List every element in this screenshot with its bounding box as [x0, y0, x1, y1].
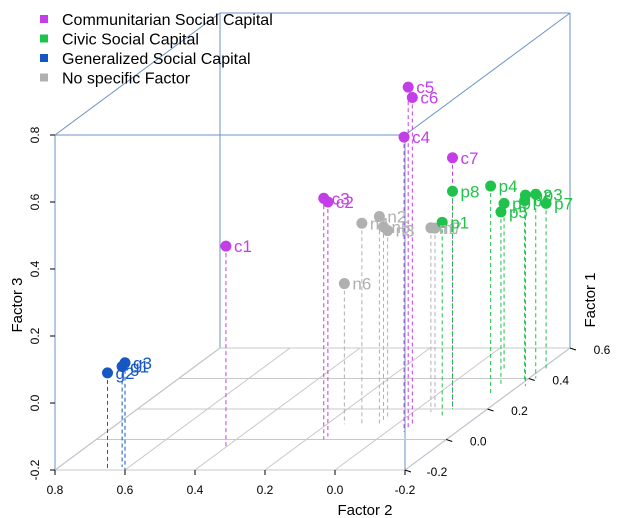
legend-swatch	[40, 73, 48, 82]
y-axis-title: Factor 1	[582, 272, 599, 327]
x-axis-title: Factor 2	[337, 502, 392, 518]
data-point	[220, 240, 232, 252]
point-label: n4	[370, 214, 389, 233]
data-point	[485, 180, 497, 192]
point-label: p7	[554, 194, 573, 213]
data-point	[356, 217, 368, 229]
box-edge	[404, 12, 571, 136]
y-tick-mark	[528, 378, 535, 381]
data-point	[406, 91, 418, 103]
y-tick-label: -0.2	[427, 465, 448, 479]
point-label: p2	[533, 186, 552, 205]
x-tick-label: 0.4	[187, 483, 204, 497]
y-tick-mark	[569, 347, 577, 351]
data-point	[338, 278, 350, 290]
data-point	[425, 222, 437, 234]
point-label: c4	[412, 128, 430, 147]
point-label: n2	[387, 208, 406, 227]
legend-label: Communitarian Social Capital	[62, 12, 273, 29]
y-tick-label: 0.2	[511, 404, 528, 418]
legend-label: Generalized Social Capital	[62, 51, 251, 68]
z-tick-label: 0.4	[28, 260, 42, 277]
x-tick-label: 0.2	[257, 483, 274, 497]
point-label: g3	[133, 354, 152, 373]
point-label: c5	[416, 78, 434, 97]
drop-lines	[107, 87, 547, 470]
x-tick-label: 0.8	[47, 483, 64, 497]
point-label: n5	[392, 218, 411, 237]
x-tick-label: -0.2	[395, 483, 416, 497]
data-point	[447, 185, 458, 197]
data-point	[318, 192, 330, 204]
point-label: c6	[420, 88, 438, 107]
data-point	[498, 197, 510, 209]
point-label: c2	[336, 193, 354, 212]
z-tick-label: 0.8	[28, 126, 42, 143]
point-label: n1	[439, 219, 458, 238]
z-tick-label: -0.2	[28, 459, 42, 480]
point-label: p9	[512, 194, 531, 213]
data-point	[402, 81, 414, 93]
data-points	[102, 81, 552, 379]
point-label: p1	[450, 213, 469, 232]
data-point	[519, 189, 531, 201]
y-tick-mark	[487, 408, 494, 412]
point-label: p4	[499, 177, 518, 196]
x-tick-label: 0.0	[327, 483, 344, 497]
point-label: p5	[509, 203, 528, 222]
z-tick-label: 0.2	[28, 327, 42, 344]
data-point	[398, 131, 410, 143]
data-point	[447, 152, 458, 164]
data-point	[540, 197, 552, 209]
axis-ticks: 0.8 0.6 0.4 0.2 0.0 -0.2 -0.2 0.0 0.2 0.4 0.6 0.8 -0…	[28, 126, 611, 497]
z-tick-label: 0.6	[28, 193, 42, 210]
data-point	[530, 188, 542, 200]
z-axis-title: Factor 3	[9, 277, 26, 332]
y-tick-label: 0.4	[552, 374, 569, 388]
point-label: p8	[461, 182, 480, 201]
z-tick-label: 0.0	[28, 394, 42, 411]
y-tick-label: 0.6	[594, 343, 611, 357]
data-point	[373, 211, 385, 223]
data-point	[378, 221, 389, 233]
point-label: n7	[443, 219, 462, 238]
legend-swatch	[40, 15, 48, 23]
point-label: p6	[533, 192, 552, 211]
point-label: c3	[332, 189, 350, 208]
y-tick-mark	[446, 439, 453, 442]
legend-label: No specific Factor	[62, 71, 191, 88]
point-label: g2	[116, 364, 135, 383]
point-label: c7	[461, 149, 479, 168]
point-label: g1	[130, 357, 149, 376]
box-edge	[54, 12, 221, 136]
data-point	[119, 357, 131, 369]
axis-titles: Factor 2 Factor 3 Factor 1	[9, 272, 599, 518]
point-label: p3	[544, 185, 563, 204]
y-tick-mark	[404, 469, 412, 473]
y-tick-label: 0.0	[470, 435, 487, 449]
point-label: c1	[234, 237, 252, 256]
legend-label: Civic Social Capital	[62, 32, 199, 49]
legend: Communitarian Social Capital Civic Social…	[40, 12, 273, 88]
legend-swatch	[40, 54, 48, 62]
point-label: n3	[396, 222, 415, 241]
legend-swatch	[40, 34, 48, 43]
data-point	[436, 216, 448, 228]
point-label: n6	[352, 275, 371, 294]
x-tick-label: 0.6	[117, 483, 134, 497]
data-point	[495, 206, 507, 218]
data-point	[102, 367, 113, 379]
